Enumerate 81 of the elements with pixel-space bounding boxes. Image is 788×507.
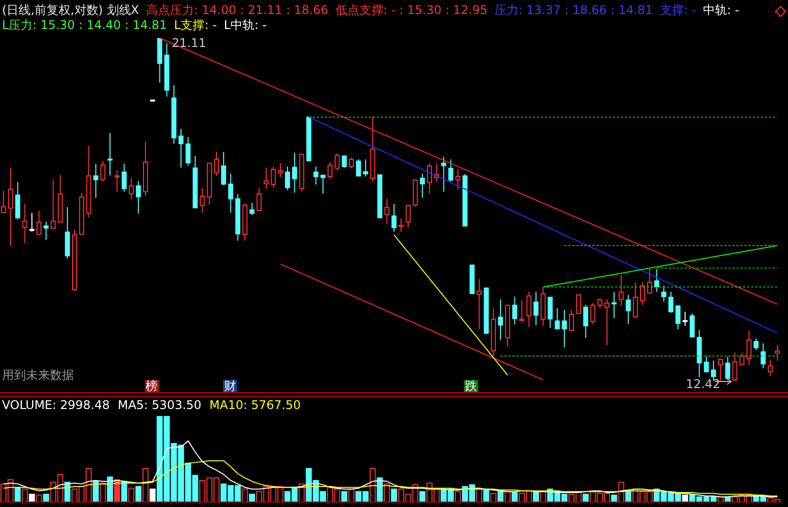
candlestick bbox=[476, 278, 482, 330]
annotation: 榜 bbox=[144, 379, 159, 393]
candlestick bbox=[370, 116, 376, 182]
bar bbox=[22, 488, 28, 502]
bar bbox=[114, 479, 120, 502]
annotation: 21.11 bbox=[172, 36, 206, 50]
candlestick bbox=[93, 163, 98, 198]
annotation: 12.42 bbox=[686, 377, 720, 391]
candlestick bbox=[540, 286, 546, 326]
annotation: 财 bbox=[222, 379, 237, 393]
candlestick bbox=[455, 168, 460, 190]
candlestick bbox=[384, 198, 390, 224]
text: 高点压力: 14.00 : 21.11 : 18.66 bbox=[146, 3, 328, 18]
bar bbox=[14, 486, 21, 502]
bar bbox=[348, 488, 354, 502]
text: MA5: 5303.50 bbox=[118, 398, 202, 412]
bar bbox=[128, 488, 134, 502]
candlestick bbox=[612, 291, 617, 319]
candlestick bbox=[128, 177, 134, 200]
candlestick bbox=[108, 132, 112, 176]
bar bbox=[43, 494, 50, 502]
bar bbox=[142, 468, 148, 502]
bar bbox=[391, 488, 397, 502]
candlestick bbox=[498, 298, 503, 340]
chart-title: (日线,前复权,对数) 划线X bbox=[2, 3, 140, 18]
bar bbox=[618, 482, 624, 502]
bar bbox=[341, 491, 348, 502]
candlestick bbox=[562, 310, 567, 348]
bar bbox=[36, 494, 42, 502]
bar bbox=[100, 482, 106, 502]
candlestick bbox=[8, 167, 14, 246]
candlestick bbox=[22, 204, 28, 244]
annotation: 跌 bbox=[464, 379, 478, 393]
bar bbox=[611, 494, 618, 502]
bar bbox=[512, 492, 518, 502]
candlestick bbox=[682, 311, 688, 326]
bar bbox=[490, 492, 496, 502]
bar bbox=[483, 489, 490, 502]
text: 压力: 13.37 : 18.66 : 14.81 bbox=[494, 3, 653, 18]
candlestick bbox=[768, 360, 773, 376]
bar bbox=[135, 486, 142, 502]
candlestick bbox=[200, 187, 205, 214]
bar bbox=[454, 491, 461, 502]
annotation: 用到未来数据 bbox=[2, 367, 74, 384]
bar bbox=[242, 488, 248, 502]
candlestick bbox=[143, 141, 148, 196]
candlestick bbox=[164, 42, 170, 98]
candlestick bbox=[228, 173, 234, 214]
bar bbox=[384, 483, 390, 502]
bar bbox=[370, 468, 376, 502]
candlestick bbox=[746, 330, 752, 366]
bar bbox=[150, 488, 156, 502]
text: MA10: 5767.50 bbox=[209, 398, 301, 412]
bar bbox=[249, 494, 255, 502]
text: 支撑: - bbox=[660, 3, 696, 18]
candlestick bbox=[427, 162, 432, 194]
candlestick bbox=[114, 170, 120, 192]
text: 低点支撑: - : 15.30 : 12.95 bbox=[335, 3, 488, 18]
bar bbox=[419, 491, 426, 502]
bar bbox=[376, 477, 383, 502]
candlestick bbox=[534, 291, 538, 326]
candlestick bbox=[136, 180, 141, 214]
candlestick bbox=[292, 152, 298, 194]
chart-title: VOLUME: 2998.48 bbox=[2, 398, 110, 412]
bar bbox=[498, 491, 504, 502]
candlestick bbox=[392, 204, 396, 232]
bar bbox=[582, 494, 589, 502]
candlestick bbox=[696, 329, 702, 378]
text: L压力: 15.30 : 14.40 : 14.81 bbox=[2, 18, 167, 33]
bar bbox=[107, 476, 113, 502]
bar bbox=[92, 480, 99, 502]
candlestick bbox=[618, 274, 624, 306]
candlestick bbox=[512, 296, 518, 325]
candlestick bbox=[178, 128, 184, 168]
text: L支撑: - bbox=[174, 18, 217, 33]
text: 中轨: - bbox=[703, 3, 740, 18]
text: L中轨: - bbox=[224, 18, 267, 33]
candlestick bbox=[313, 166, 318, 185]
bar bbox=[28, 494, 35, 502]
bar bbox=[625, 491, 632, 502]
candlestick bbox=[398, 218, 404, 232]
